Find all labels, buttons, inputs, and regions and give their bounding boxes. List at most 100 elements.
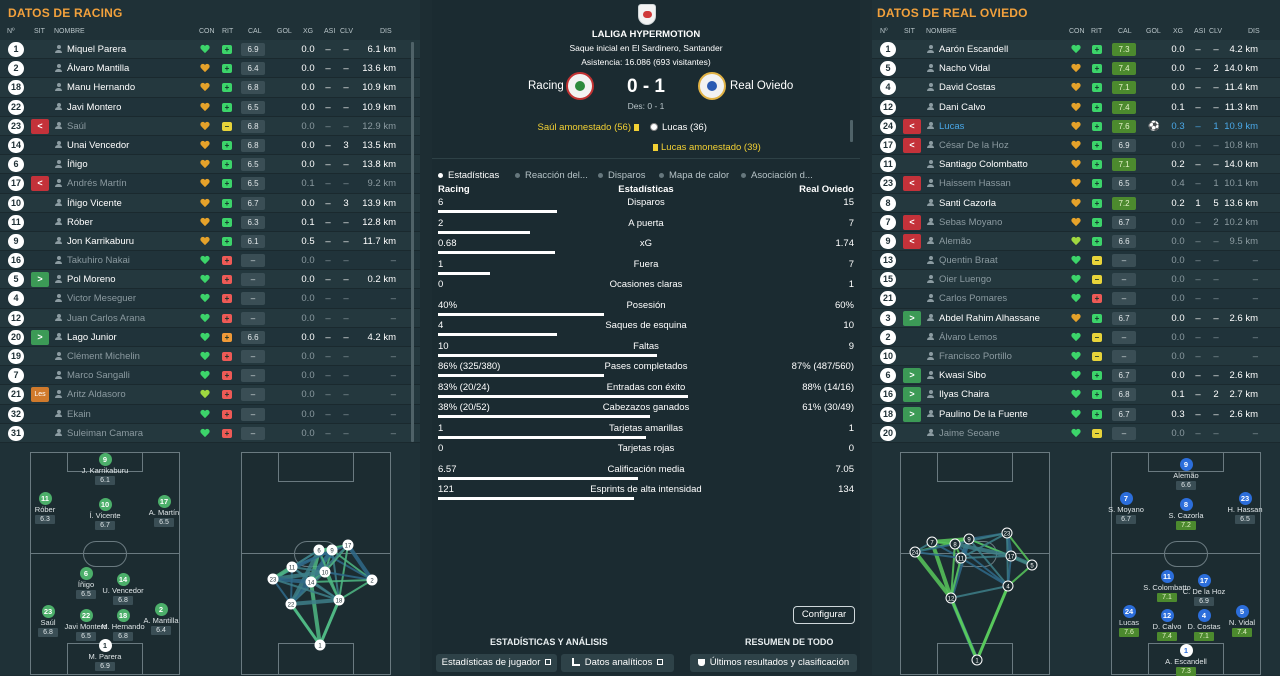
player-name[interactable]: Dani Calvo — [939, 101, 986, 113]
player-row[interactable]: 19 Clément Michelin + –0.0– – – — [0, 347, 420, 367]
col-clv[interactable]: CLV — [1209, 28, 1223, 35]
player-row[interactable]: 21 Carlos Pomares + –0.0– – – — [872, 289, 1280, 309]
formation-player[interactable]: 11 Róber 6.3 — [5, 492, 85, 524]
formation-player[interactable]: 23 Saúl 6.8 — [8, 605, 88, 637]
col-sit[interactable]: SIT — [34, 28, 45, 35]
player-name[interactable]: Ilyas Chaira — [939, 389, 990, 401]
tab-mapa-calor[interactable]: Mapa de calor — [659, 170, 729, 181]
player-row[interactable]: 21 Les Aritz Aldasoro + –0.0– – – — [0, 385, 420, 405]
player-name[interactable]: Takuhiro Nakai — [67, 255, 130, 267]
tab-disparos[interactable]: Disparos — [598, 170, 646, 181]
formation-player[interactable]: 17 C. De la Hoz 6.9 — [1164, 574, 1244, 606]
player-name[interactable]: Alemão — [939, 235, 972, 247]
player-row[interactable]: 23 < Saúl –6.8 0.0– –12.9 km — [0, 116, 420, 136]
player-name[interactable]: Lucas — [939, 120, 965, 132]
col-sit[interactable]: SIT — [904, 28, 915, 35]
tab-asociacion[interactable]: Asociación d... — [741, 170, 813, 181]
formation-player[interactable]: 5 N. Vidal 7.4 — [1202, 605, 1280, 637]
player-name[interactable]: Íñigo Vicente — [67, 197, 122, 209]
col-num[interactable]: Nº — [7, 28, 15, 35]
player-name[interactable]: Haissem Hassan — [939, 178, 1011, 190]
player-name[interactable]: Miquel Parera — [67, 44, 127, 55]
player-name[interactable]: Francisco Portillo — [939, 351, 1012, 362]
col-cal[interactable]: CAL — [248, 28, 262, 35]
formation-player[interactable]: 4 D. Costas 7.1 — [1164, 609, 1244, 641]
player-row[interactable]: 2 Álvaro Lemos – –0.0– – – — [872, 327, 1280, 347]
col-con[interactable]: CON — [1069, 28, 1085, 35]
player-stats-button[interactable]: Estadísticas de jugador — [436, 654, 557, 672]
col-asi[interactable]: ASI — [1194, 28, 1206, 35]
col-xg[interactable]: XG — [303, 28, 314, 35]
player-name[interactable]: Carlos Pomares — [939, 293, 1008, 305]
formation-player[interactable]: 18 M. Hernando 6.8 — [83, 609, 163, 641]
col-con[interactable]: CON — [199, 28, 215, 35]
player-name[interactable]: César De la Hoz — [939, 139, 1009, 151]
events-scrollbar[interactable] — [850, 120, 853, 142]
player-name[interactable]: Clément Michelin — [67, 351, 140, 362]
player-row[interactable]: 16 > Ilyas Chaira +6.8 0.1–2 2.7 km — [872, 385, 1280, 405]
formation-player[interactable]: 23 H. Hassan 6.5 — [1205, 492, 1280, 524]
player-row[interactable]: 32 Ekain + –0.0– – – — [0, 404, 420, 424]
player-row[interactable]: 15 Oier Luengo – –0.0– – – — [872, 270, 1280, 290]
player-row[interactable]: 1 Miquel Parera +6.9 0.0– –6.1 km — [0, 40, 420, 60]
player-name[interactable]: Jaime Seoane — [939, 427, 1000, 439]
formation-player[interactable]: 22 Javi Montero 6.5 — [46, 609, 126, 641]
player-name[interactable]: Abdel Rahim Alhassane — [939, 312, 1040, 324]
player-name[interactable]: Javi Montero — [67, 101, 122, 113]
player-name[interactable]: Suleiman Camara — [67, 427, 144, 439]
tab-estadisticas[interactable]: Estadísticas — [438, 170, 499, 181]
player-row[interactable]: 11 Róber +6.3 0.1– –12.8 km — [0, 212, 420, 232]
formation-player[interactable]: 14 U. Vencedor 6.8 — [83, 573, 163, 605]
player-name[interactable]: Andrés Martín — [67, 178, 127, 190]
player-row[interactable]: 12 Juan Carlos Arana + –0.0– – – — [0, 308, 420, 328]
player-row[interactable]: 20 > Lago Junior +6.6 0.0– –4.2 km — [0, 327, 420, 347]
results-table-button[interactable]: Últimos resultados y clasificación — [690, 654, 857, 672]
player-row[interactable]: 23 < Haissem Hassan +6.5 0.4–1 10.1 km — [872, 174, 1280, 194]
player-row[interactable]: 22 Javi Montero +6.5 0.0– –10.9 km — [0, 97, 420, 117]
player-row[interactable]: 11 Santiago Colombatto +7.1 0.2– –14.0 km — [872, 155, 1280, 175]
player-row[interactable]: 17 < Andrés Martín +6.5 0.1– –9.2 km — [0, 174, 420, 194]
formation-player[interactable]: 17 A. Martín 6.5 — [124, 495, 204, 527]
player-row[interactable]: 1 Aarón Escandell +7.3 0.0– –4.2 km — [872, 40, 1280, 60]
col-xg[interactable]: XG — [1173, 28, 1184, 35]
col-name[interactable]: NOMBRE — [926, 28, 957, 35]
col-name[interactable]: NOMBRE — [54, 28, 85, 35]
formation-player[interactable]: 7 S. Moyano 6.7 — [1086, 492, 1166, 524]
player-row[interactable]: 14 Unai Vencedor +6.8 0.0–3 13.5 km — [0, 135, 420, 156]
player-row[interactable]: 3 > Abdel Rahim Alhassane +6.7 0.0– –2.6 km — [872, 308, 1280, 328]
player-row[interactable]: 4 David Costas +7.1 0.0– –11.4 km — [872, 78, 1280, 98]
formation-player[interactable]: 8 S. Cazorla 7.2 — [1146, 498, 1226, 530]
formation-player[interactable]: 6 Íñigo 6.5 — [46, 567, 126, 599]
player-row[interactable]: 13 Quentin Braat – –0.0– – – — [872, 251, 1280, 271]
player-row[interactable]: 6 Íñigo +6.5 0.0– –13.8 km — [0, 155, 420, 175]
player-name[interactable]: Paulino De la Fuente — [939, 408, 1028, 420]
tab-reaccion[interactable]: Reacción del... — [515, 170, 588, 181]
col-rit[interactable]: RIT — [222, 28, 234, 35]
player-name[interactable]: Álvaro Lemos — [939, 331, 998, 343]
formation-player[interactable]: 9 Alemão 6.6 — [1146, 458, 1226, 490]
col-clv[interactable]: CLV — [340, 28, 354, 35]
formation-player[interactable]: 24 Lucas 7.6 — [1089, 605, 1169, 637]
col-asi[interactable]: ASI — [324, 28, 336, 35]
player-name[interactable]: Oier Luengo — [939, 274, 992, 286]
player-row[interactable]: 9 Jon Karrikaburu +6.1 0.5– –11.7 km — [0, 231, 420, 252]
player-name[interactable]: David Costas — [939, 82, 996, 94]
player-name[interactable]: Manu Hernando — [67, 82, 136, 94]
player-name[interactable]: Íñigo — [67, 159, 88, 171]
player-name[interactable]: Aritz Aldasoro — [67, 389, 126, 401]
player-row[interactable]: 2 Álvaro Mantilla +6.4 0.0– –13.6 km — [0, 59, 420, 79]
player-row[interactable]: 18 > Paulino De la Fuente +6.7 0.3– –2.6 km — [872, 404, 1280, 424]
player-name[interactable]: Aarón Escandell — [939, 44, 1009, 55]
col-cal[interactable]: CAL — [1118, 28, 1132, 35]
player-name[interactable]: Pol Moreno — [67, 274, 116, 286]
player-row[interactable]: 31 Suleiman Camara + –0.0– – – — [0, 423, 420, 443]
player-name[interactable]: Victor Meseguer — [67, 293, 136, 305]
col-dis[interactable]: DIS — [1248, 28, 1260, 35]
col-gol[interactable]: GOL — [1146, 28, 1161, 35]
player-row[interactable]: 7 Marco Sangalli + –0.0– – – — [0, 366, 420, 386]
formation-player[interactable]: 2 A. Mantilla 6.4 — [121, 603, 201, 635]
player-row[interactable]: 8 Santi Cazorla +7.2 0.2 1 5 13.6 km — [872, 193, 1280, 213]
formation-player[interactable]: 1 A. Escandell 7.3 — [1146, 644, 1226, 676]
player-row[interactable]: 6 > Kwasi Sibo +6.7 0.0– –2.6 km — [872, 366, 1280, 386]
configure-button[interactable]: Configurar — [793, 606, 855, 624]
